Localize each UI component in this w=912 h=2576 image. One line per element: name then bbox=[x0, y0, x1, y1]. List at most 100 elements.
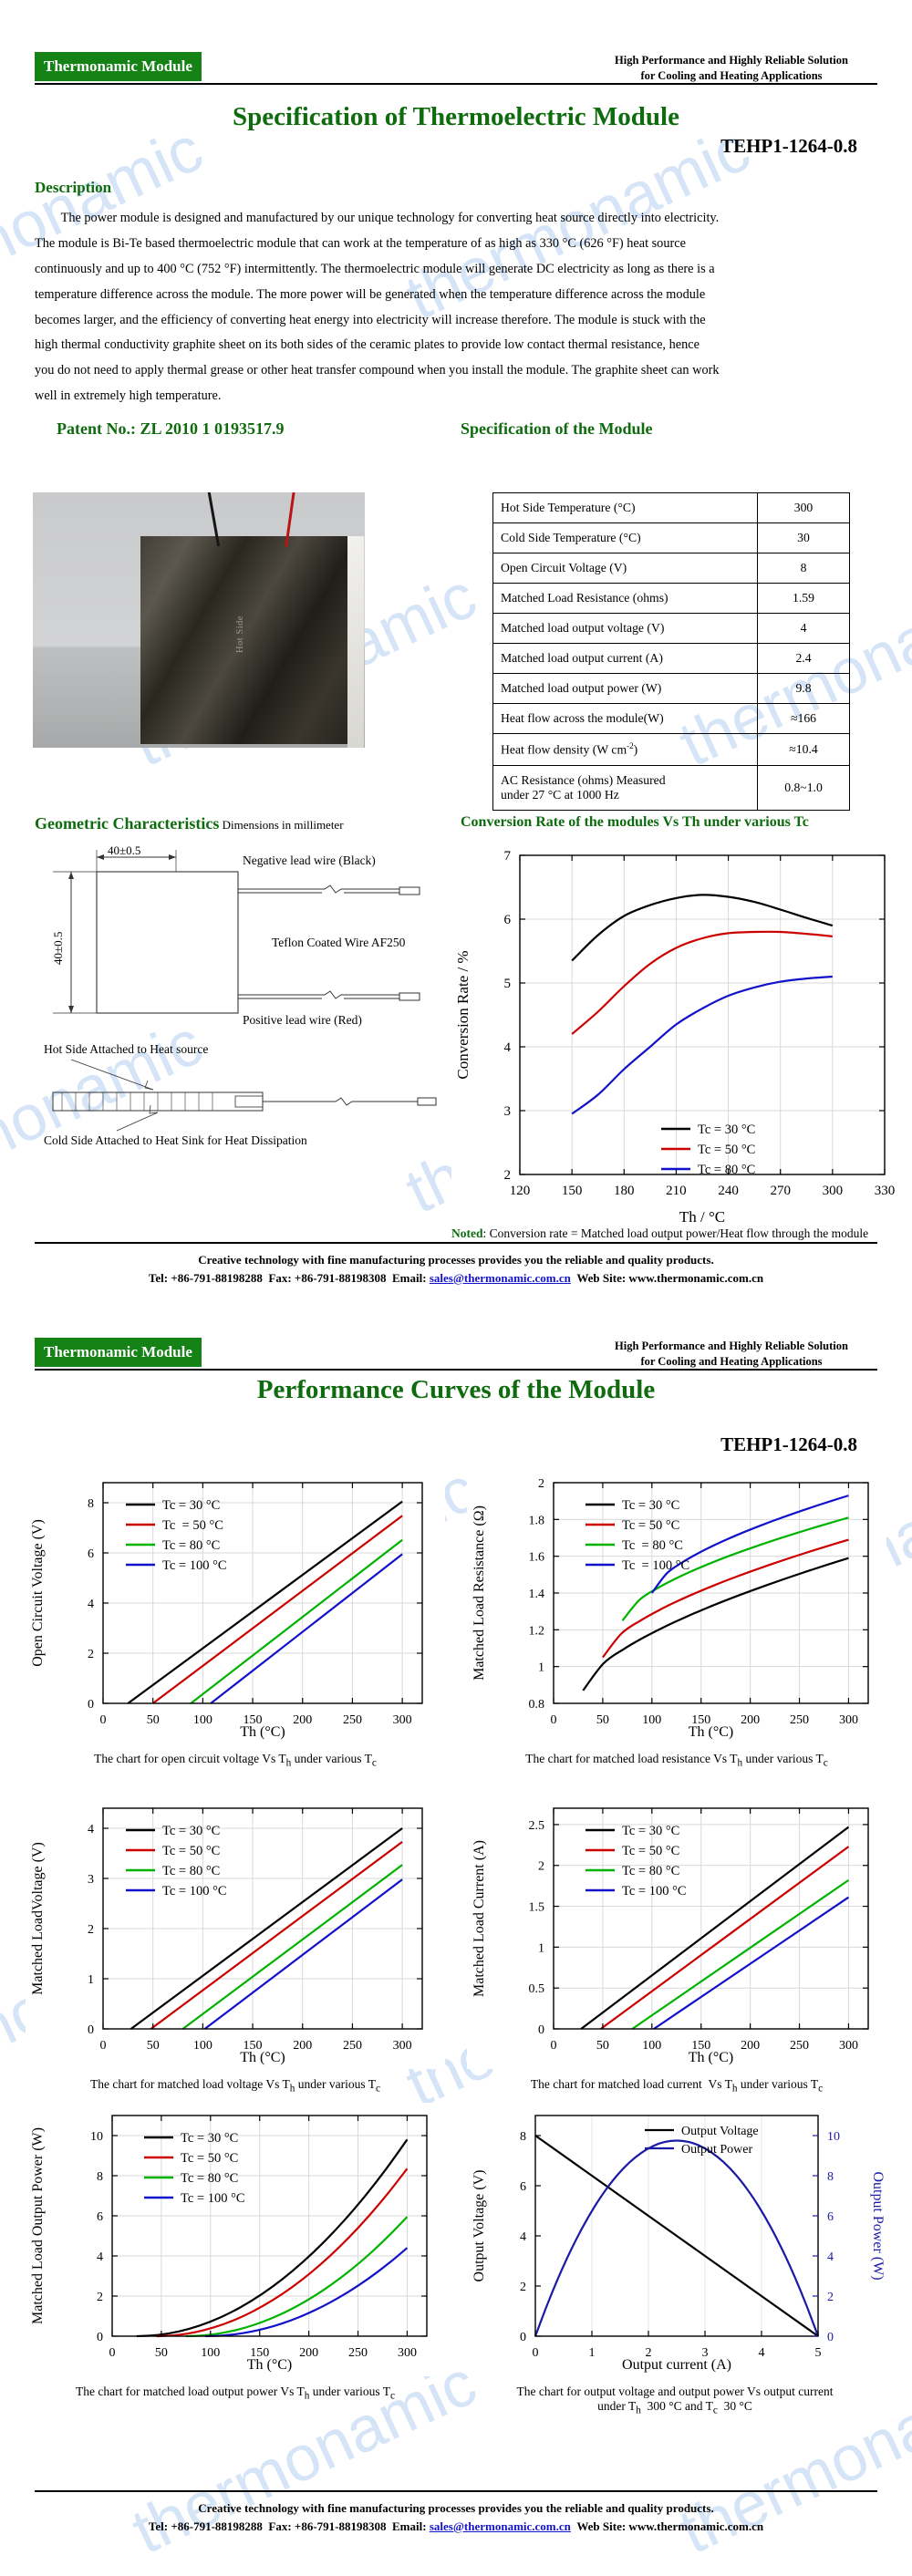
svg-text:250: 250 bbox=[790, 1713, 809, 1727]
svg-text:Tc = 30 °C: Tc = 30 °C bbox=[162, 1824, 220, 1838]
svg-text:10: 10 bbox=[827, 2130, 840, 2144]
svg-text:Output Voltage (V): Output Voltage (V) bbox=[472, 2170, 487, 2282]
svg-text:6: 6 bbox=[520, 2180, 526, 2194]
svg-text:Tc = 30 °C: Tc = 30 °C bbox=[622, 1498, 679, 1513]
svg-text:Tc = 30 °C: Tc = 30 °C bbox=[181, 2131, 238, 2146]
svg-text:Positive lead wire (Red): Positive lead wire (Red) bbox=[243, 1013, 362, 1027]
svg-text:210: 210 bbox=[666, 1184, 687, 1198]
svg-text:40±0.5: 40±0.5 bbox=[108, 846, 140, 857]
svg-text:0: 0 bbox=[100, 1713, 107, 1727]
svg-text:1: 1 bbox=[589, 2346, 596, 2360]
svg-text:180: 180 bbox=[614, 1184, 635, 1198]
svg-text:250: 250 bbox=[343, 1713, 362, 1727]
svg-text:Tc = 50 °C: Tc = 50 °C bbox=[622, 1518, 679, 1533]
svg-text:100: 100 bbox=[193, 1713, 212, 1727]
svg-text:120: 120 bbox=[510, 1184, 531, 1198]
svg-text:6: 6 bbox=[88, 1547, 94, 1561]
svg-text:2: 2 bbox=[538, 1860, 544, 1874]
svg-text:Output Power (W): Output Power (W) bbox=[870, 2171, 886, 2280]
svg-text:200: 200 bbox=[293, 2039, 312, 2053]
svg-text:100: 100 bbox=[201, 2346, 220, 2360]
svg-text:1.6: 1.6 bbox=[529, 1551, 545, 1565]
svg-text:Tc = 100 °C: Tc = 100 °C bbox=[181, 2191, 245, 2206]
svg-text:Matched Load Current (A): Matched Load Current (A) bbox=[472, 1840, 487, 1997]
svg-text:Tc = 100 °C: Tc = 100 °C bbox=[622, 1558, 689, 1573]
svg-text:2: 2 bbox=[538, 1477, 544, 1491]
svg-text:330: 330 bbox=[875, 1184, 896, 1198]
svg-text:0: 0 bbox=[88, 2023, 94, 2037]
svg-text:0: 0 bbox=[100, 2039, 107, 2053]
svg-text:3: 3 bbox=[88, 1873, 94, 1887]
svg-text:0: 0 bbox=[827, 2331, 834, 2344]
svg-text:4: 4 bbox=[97, 2250, 103, 2264]
svg-text:Output Voltage: Output Voltage bbox=[681, 2125, 759, 2138]
svg-text:Tc = 80 °C: Tc = 80 °C bbox=[181, 2171, 238, 2186]
svg-text:4: 4 bbox=[88, 1823, 94, 1836]
svg-text:2: 2 bbox=[88, 1648, 94, 1661]
svg-text:4: 4 bbox=[520, 2230, 526, 2244]
svg-text:250: 250 bbox=[343, 2039, 362, 2053]
svg-text:Tc = 80 °C: Tc = 80 °C bbox=[698, 1163, 755, 1177]
svg-text:Th (°C): Th (°C) bbox=[240, 1724, 285, 1740]
svg-text:Th (°C): Th (°C) bbox=[689, 1724, 734, 1740]
svg-text:0: 0 bbox=[109, 2346, 116, 2360]
svg-text:240: 240 bbox=[718, 1184, 739, 1198]
svg-text:300: 300 bbox=[839, 1713, 858, 1727]
svg-text:40±0.5: 40±0.5 bbox=[51, 932, 65, 965]
svg-text:Tc = 80 °C: Tc = 80 °C bbox=[162, 1538, 220, 1553]
svg-text:Th / °C: Th / °C bbox=[679, 1208, 725, 1226]
svg-text:200: 200 bbox=[741, 2039, 760, 2053]
svg-text:Negative lead wire (Black): Negative lead wire (Black) bbox=[243, 853, 376, 867]
svg-text:200: 200 bbox=[299, 2346, 318, 2360]
svg-text:6: 6 bbox=[504, 913, 512, 927]
svg-text:4: 4 bbox=[759, 2346, 765, 2360]
svg-text:1.5: 1.5 bbox=[529, 1901, 545, 1915]
svg-text:0: 0 bbox=[520, 2331, 526, 2344]
svg-text:2: 2 bbox=[88, 1923, 94, 1937]
svg-text:200: 200 bbox=[293, 1713, 312, 1727]
svg-text:Th (°C): Th (°C) bbox=[240, 2050, 285, 2065]
svg-text:200: 200 bbox=[741, 1713, 760, 1727]
svg-text:Hot Side Attached to Heat sour: Hot Side Attached to Heat source bbox=[44, 1042, 208, 1056]
svg-text:50: 50 bbox=[596, 1713, 609, 1727]
svg-text:Matched Load Output Power (W): Matched Load Output Power (W) bbox=[30, 2127, 46, 2324]
svg-text:0: 0 bbox=[88, 1698, 94, 1712]
svg-text:0: 0 bbox=[551, 2039, 557, 2053]
svg-text:1: 1 bbox=[88, 1973, 94, 1987]
svg-text:300: 300 bbox=[398, 2346, 417, 2360]
svg-text:3: 3 bbox=[504, 1104, 512, 1119]
svg-text:100: 100 bbox=[642, 1713, 661, 1727]
svg-text:Tc = 100 °C: Tc = 100 °C bbox=[622, 1884, 687, 1898]
svg-text:Tc = 30 °C: Tc = 30 °C bbox=[162, 1498, 220, 1513]
svg-text:2: 2 bbox=[504, 1168, 512, 1183]
svg-text:0: 0 bbox=[551, 1713, 557, 1727]
svg-text:10: 10 bbox=[90, 2130, 103, 2144]
svg-text:1.8: 1.8 bbox=[529, 1514, 545, 1527]
svg-text:2: 2 bbox=[97, 2291, 103, 2304]
svg-text:5: 5 bbox=[504, 977, 512, 991]
svg-text:100: 100 bbox=[642, 2039, 661, 2053]
svg-text:2: 2 bbox=[520, 2281, 526, 2294]
svg-text:Output Power: Output Power bbox=[681, 2143, 753, 2157]
svg-text:50: 50 bbox=[596, 2039, 609, 2053]
svg-text:Tc = 50 °C: Tc = 50 °C bbox=[181, 2151, 238, 2166]
svg-text:1: 1 bbox=[538, 1941, 544, 1955]
svg-text:Tc = 50 °C: Tc = 50 °C bbox=[698, 1143, 755, 1157]
svg-text:2: 2 bbox=[827, 2291, 834, 2304]
svg-text:50: 50 bbox=[147, 1713, 160, 1727]
svg-text:Teflon Coated Wire AF250: Teflon Coated Wire AF250 bbox=[272, 936, 406, 949]
svg-text:100: 100 bbox=[193, 2039, 212, 2053]
svg-text:Tc = 50 °C: Tc = 50 °C bbox=[162, 1518, 223, 1533]
svg-text:Conversion Rate / %: Conversion Rate / % bbox=[454, 950, 472, 1079]
svg-text:1.4: 1.4 bbox=[529, 1588, 545, 1601]
svg-text:300: 300 bbox=[393, 2039, 412, 2053]
svg-text:300: 300 bbox=[839, 2039, 858, 2053]
svg-text:0: 0 bbox=[538, 2023, 544, 2037]
svg-text:Tc = 100 °C: Tc = 100 °C bbox=[162, 1558, 227, 1573]
svg-text:Tc = 80 °C: Tc = 80 °C bbox=[162, 1864, 220, 1878]
svg-text:1: 1 bbox=[538, 1661, 544, 1675]
svg-text:Matched Load Resistance (Ω): Matched Load Resistance (Ω) bbox=[472, 1505, 487, 1681]
svg-text:Tc = 30 °C: Tc = 30 °C bbox=[622, 1824, 679, 1838]
svg-text:Tc = 80 °C: Tc = 80 °C bbox=[622, 1864, 679, 1878]
svg-text:8: 8 bbox=[520, 2130, 526, 2144]
